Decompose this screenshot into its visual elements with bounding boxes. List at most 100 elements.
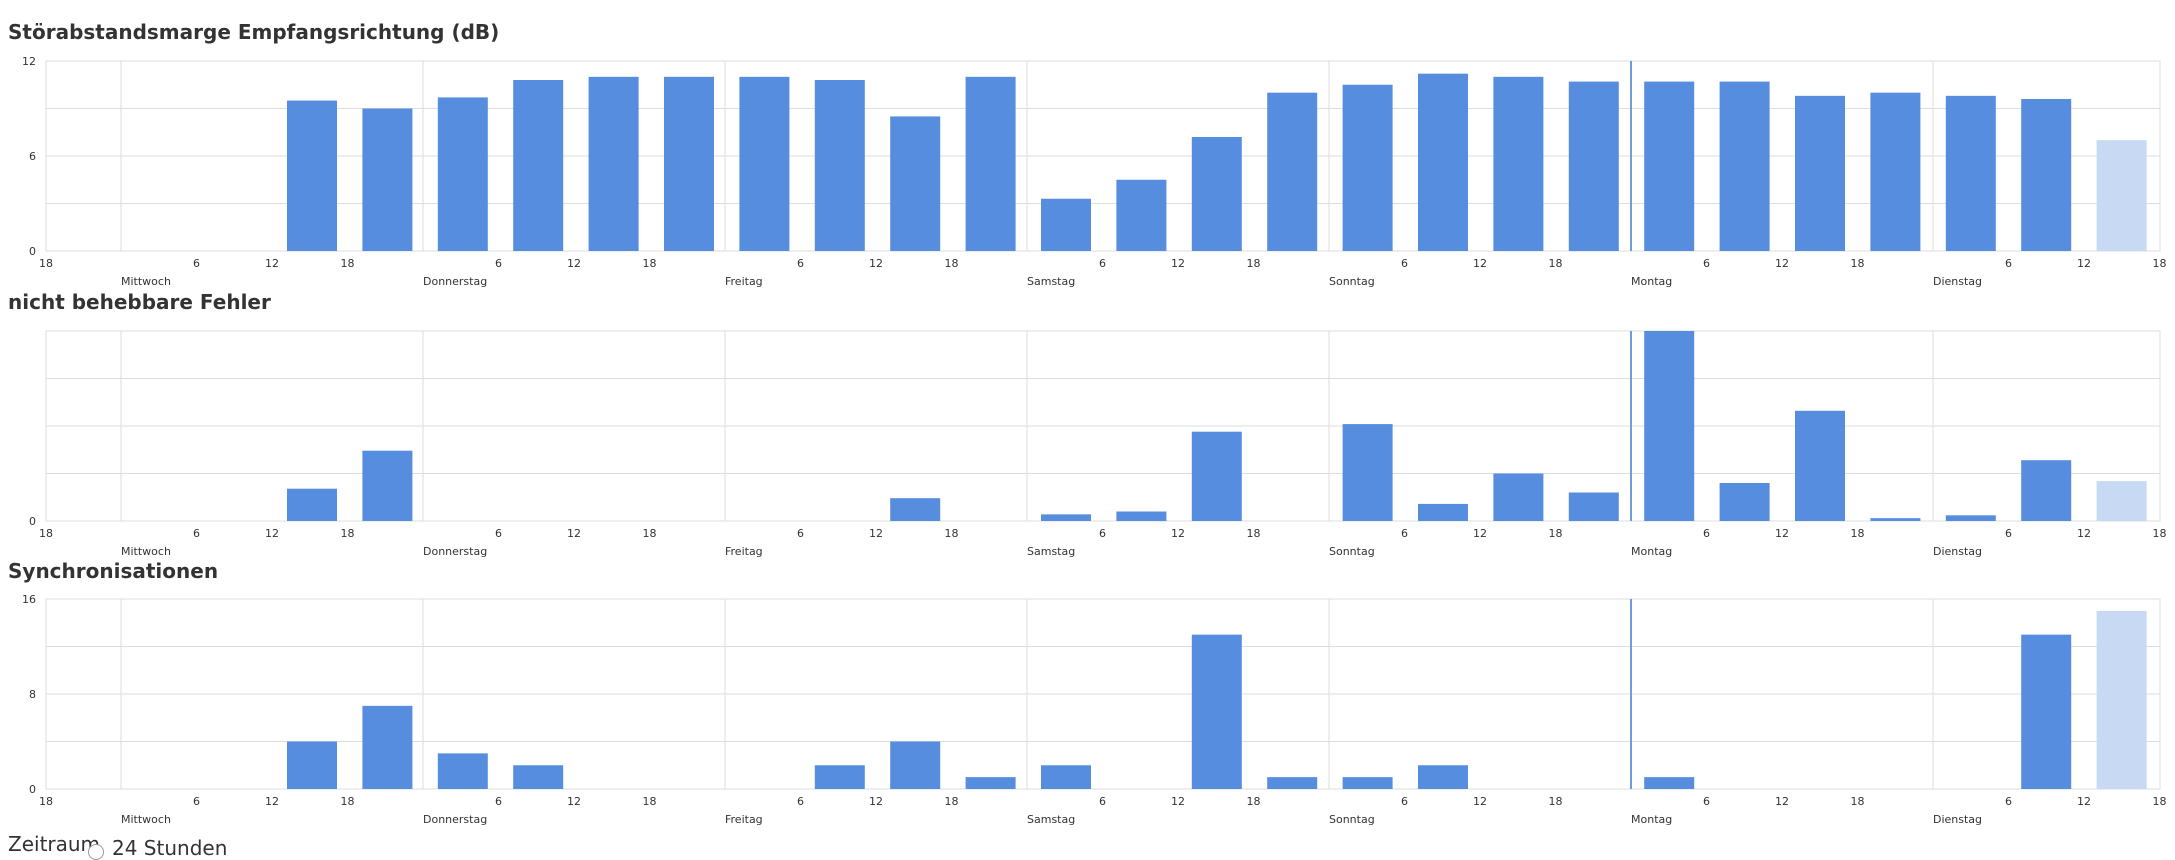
bar — [287, 100, 337, 251]
x-tick-label: 6 — [2005, 527, 2012, 540]
bar — [1191, 137, 1242, 251]
bar — [2021, 634, 2072, 789]
x-tick-label: 6 — [2005, 257, 2012, 270]
x-tick-label: 12 — [2077, 257, 2091, 270]
bar — [1719, 483, 1770, 521]
day-label: Montag — [1631, 813, 1672, 826]
timespan-radio[interactable] — [88, 844, 104, 860]
y-tick-label: 0 — [29, 783, 36, 796]
x-tick-label: 12 — [1775, 527, 1789, 540]
x-tick-label: 18 — [39, 257, 53, 270]
bar — [1267, 777, 1318, 789]
x-tick-label: 18 — [945, 795, 959, 808]
bar — [1493, 473, 1544, 521]
y-tick-label: 8 — [29, 688, 36, 701]
bar — [1116, 179, 1167, 251]
bar — [1191, 634, 1242, 789]
x-tick-label: 6 — [1401, 257, 1408, 270]
bar — [588, 76, 639, 251]
bar — [2021, 460, 2072, 521]
bar — [287, 741, 337, 789]
bar — [814, 765, 865, 789]
bar — [513, 765, 564, 789]
chart-title-snr: Störabstandsmarge Empfangsrichtung (dB) — [8, 20, 500, 44]
x-tick-label: 12 — [869, 257, 883, 270]
bar — [513, 80, 564, 251]
day-label: Donnerstag — [423, 275, 487, 288]
x-tick-label: 12 — [265, 527, 279, 540]
bar — [2096, 610, 2147, 789]
bar — [1870, 518, 1921, 521]
day-label: Sonntag — [1329, 275, 1375, 288]
x-tick-label: 12 — [567, 527, 581, 540]
x-tick-label: 18 — [643, 527, 657, 540]
bar — [965, 76, 1016, 251]
bar — [1191, 431, 1242, 521]
x-tick-label: 6 — [1703, 257, 1710, 270]
x-tick-label: 18 — [1247, 795, 1261, 808]
x-tick-label: 6 — [495, 257, 502, 270]
chart-title-sync: Synchronisationen — [8, 559, 219, 583]
bar — [287, 488, 337, 521]
bar — [2096, 140, 2147, 251]
x-tick-label: 12 — [2077, 795, 2091, 808]
x-tick-label: 12 — [567, 795, 581, 808]
day-label: Donnerstag — [423, 813, 487, 826]
x-tick-label: 6 — [797, 257, 804, 270]
bar — [890, 498, 941, 521]
x-tick-label: 6 — [1401, 527, 1408, 540]
day-label: Montag — [1631, 275, 1672, 288]
y-tick-label: 6 — [29, 150, 36, 163]
x-tick-label: 12 — [1473, 527, 1487, 540]
bar — [890, 116, 941, 251]
bar — [1870, 92, 1921, 251]
x-tick-label: 18 — [1247, 257, 1261, 270]
x-tick-label: 18 — [2153, 257, 2167, 270]
x-tick-label: 6 — [193, 257, 200, 270]
x-tick-label: 18 — [341, 795, 355, 808]
day-label: Montag — [1631, 545, 1672, 558]
x-tick-label: 6 — [495, 527, 502, 540]
x-tick-label: 6 — [1401, 795, 1408, 808]
x-tick-label: 6 — [1703, 795, 1710, 808]
x-tick-label: 12 — [869, 795, 883, 808]
y-tick-label: 16 — [22, 593, 36, 606]
snr-chart: 0 6 12 18 Mittwoch 6 12 18 Donnerstag 6 12 18 Freita… — [22, 55, 2167, 288]
day-label: Sonntag — [1329, 545, 1375, 558]
bar — [362, 108, 413, 251]
day-label: Mittwoch — [121, 813, 171, 826]
day-label: Donnerstag — [423, 545, 487, 558]
bar — [890, 741, 941, 789]
x-tick-label: 6 — [2005, 795, 2012, 808]
bar — [1644, 777, 1695, 789]
bar — [1945, 515, 1996, 521]
x-tick-label: 18 — [2153, 795, 2167, 808]
bar — [1719, 81, 1770, 251]
bar — [1342, 84, 1393, 251]
day-label: Mittwoch — [121, 545, 171, 558]
x-tick-label: 6 — [193, 527, 200, 540]
y-tick-label: 0 — [29, 515, 36, 528]
bar — [1041, 514, 1091, 521]
bar — [2096, 481, 2147, 521]
timespan-option-label[interactable]: 24 Stunden — [112, 836, 228, 860]
x-tick-label: 12 — [1473, 795, 1487, 808]
day-label: Freitag — [725, 275, 763, 288]
x-tick-label: 12 — [1171, 795, 1185, 808]
bar — [1795, 410, 1845, 521]
x-tick-label: 18 — [945, 527, 959, 540]
y-tick-label: 0 — [29, 245, 36, 258]
x-tick-label: 12 — [1775, 257, 1789, 270]
x-tick-label: 12 — [265, 795, 279, 808]
day-label: Dienstag — [1933, 813, 1982, 826]
x-tick-label: 18 — [2153, 527, 2167, 540]
bar — [1568, 492, 1619, 521]
x-tick-label: 12 — [869, 527, 883, 540]
x-tick-label: 12 — [1775, 795, 1789, 808]
x-tick-label: 18 — [1549, 795, 1563, 808]
x-tick-label: 18 — [1851, 257, 1865, 270]
x-tick-label: 12 — [1171, 527, 1185, 540]
bar — [965, 777, 1016, 789]
x-tick-label: 18 — [1851, 795, 1865, 808]
